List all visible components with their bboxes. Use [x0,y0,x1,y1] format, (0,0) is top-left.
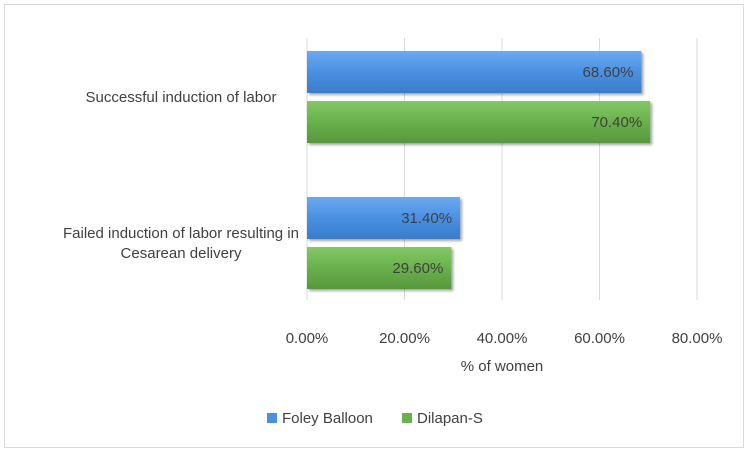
data-label: 29.60% [392,260,443,277]
x-tick-label: 0.00% [286,330,329,347]
category-label: Cesarean delivery [121,245,242,262]
x-tick-label: 80.00% [672,330,723,347]
category-label: Successful induction of labor [86,89,277,106]
x-tick-label: 20.00% [379,330,430,347]
legend-label: Foley Balloon [282,410,373,427]
bar [307,247,452,289]
bars: 68.60% 70.40% 31.40% 29.60% [307,51,651,289]
bar [307,197,461,239]
legend-label: Dilapan-S [417,410,483,427]
category-label: Failed induction of labor resulting in [63,225,299,242]
data-label: 68.60% [583,64,634,81]
legend-swatch [267,413,277,423]
legend: Foley Balloon Dilapan-S [267,410,483,427]
x-tick-label: 60.00% [574,330,625,347]
x-tick-labels: 0.00% 20.00% 40.00% 60.00% 80.00% [286,330,723,347]
data-label: 70.40% [591,114,642,131]
category-labels: Successful induction of labor Failed indu… [63,89,299,262]
legend-swatch [402,413,412,423]
data-label: 31.40% [401,210,452,227]
x-tick-label: 40.00% [477,330,528,347]
bar [307,51,642,93]
x-axis-title: % of women [461,358,544,375]
bar [307,101,651,143]
